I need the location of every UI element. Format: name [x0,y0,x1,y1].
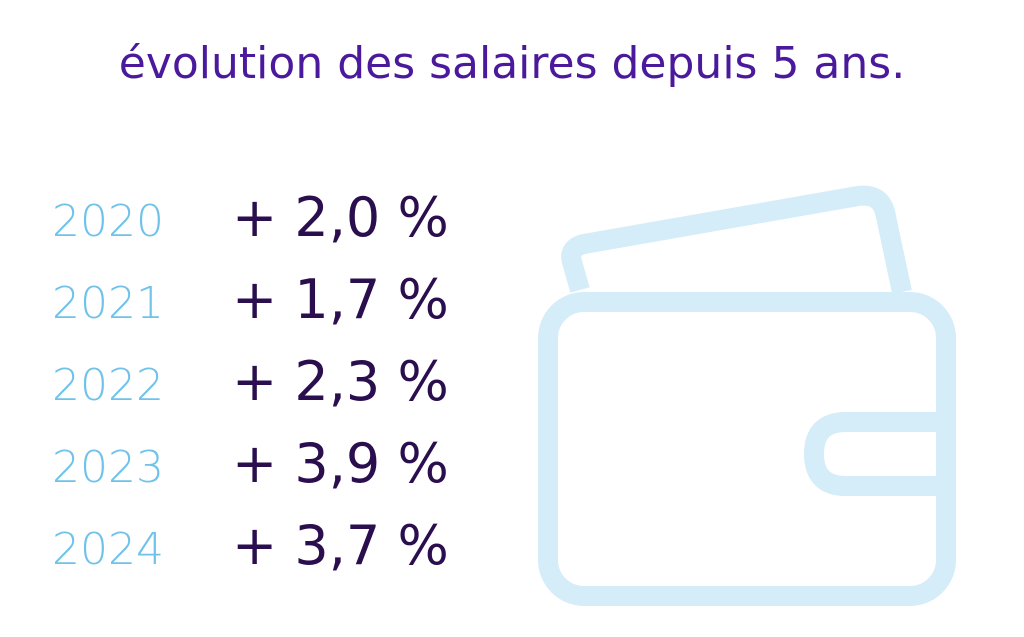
growth-value: + 1,7 % [232,268,449,331]
year-label: 2021 [52,278,164,329]
growth-value: + 3,9 % [232,432,449,495]
year-label: 2020 [52,196,164,247]
wallet-icon [538,185,956,606]
year-label: 2024 [52,524,164,575]
rows: 2020 + 2,0 % 2021 + 1,7 % 2022 + 2,3 % 2023 + 3… [52,186,449,577]
year-label: 2023 [52,442,164,493]
growth-value: + 2,3 % [232,350,449,413]
wallet-card [561,185,912,295]
growth-value: + 3,7 % [232,514,449,577]
growth-value: + 2,0 % [232,186,449,249]
year-label: 2022 [52,360,164,411]
title: évolution des salaires depuis 5 ans. [119,38,905,89]
wallet-body [538,292,956,606]
wallet-clasp [804,412,946,496]
